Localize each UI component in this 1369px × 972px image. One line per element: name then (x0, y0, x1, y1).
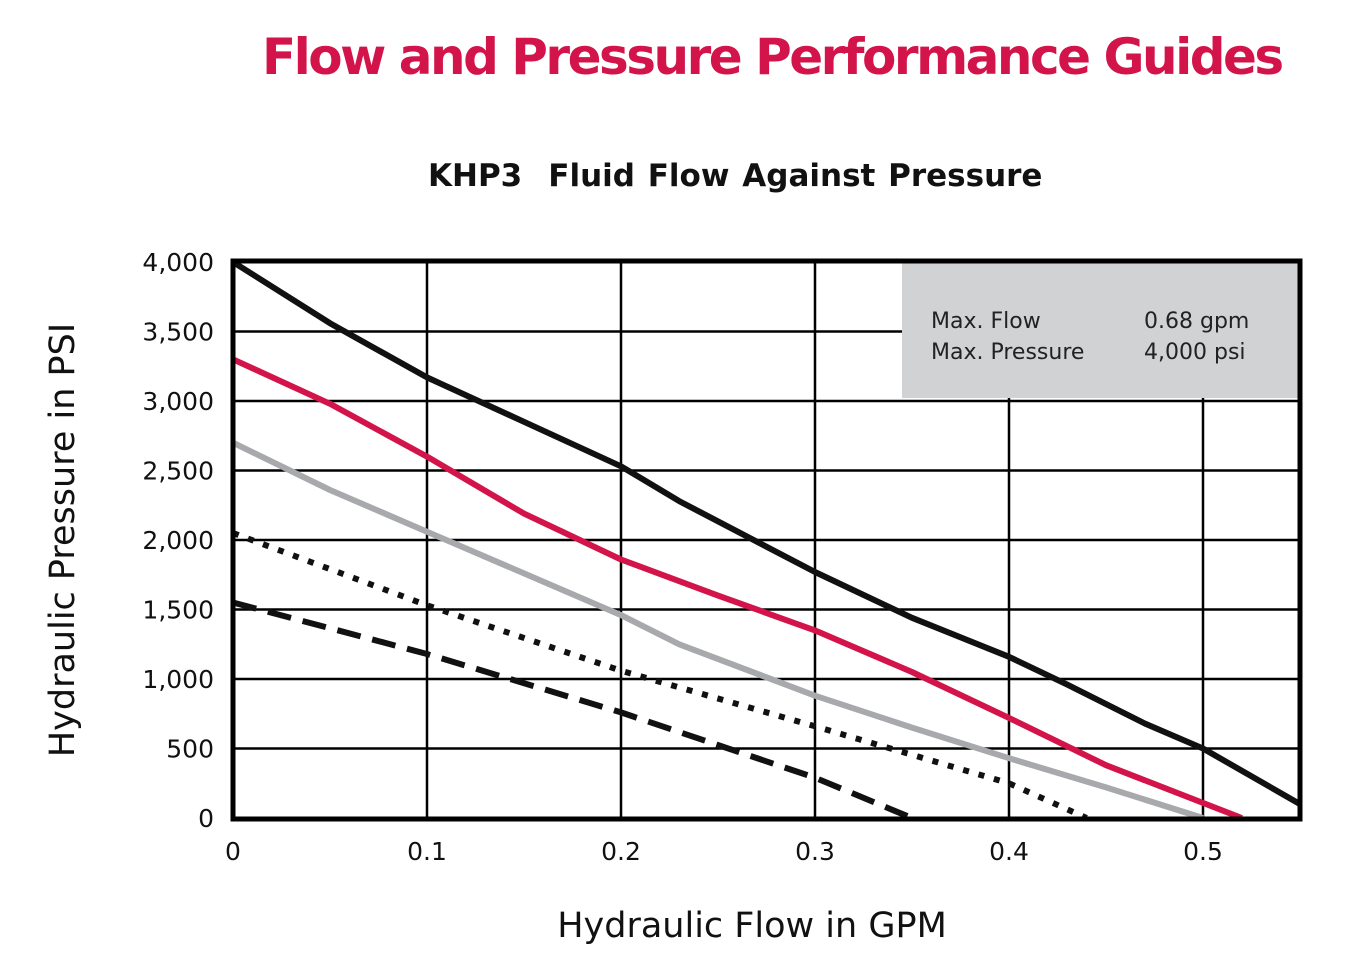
series-line-5-dashed (232, 599, 914, 821)
plot-frame (230, 258, 1303, 822)
chart-title-text: Fluid Flow Against Pressure (548, 158, 1043, 194)
info-max-flow-value: 0.68 gpm (1144, 309, 1249, 334)
series-lines (231, 259, 1302, 821)
y-tick-label: 1,000 (142, 665, 214, 694)
series-line-4-dotted (231, 530, 1088, 821)
series-line-1-solid (231, 259, 1302, 807)
y-tick-label: 2,000 (142, 526, 214, 555)
x-tick-label: 0.4 (989, 837, 1029, 866)
page-title: Flow and Pressure Performance Guides (262, 28, 1284, 86)
x-tick-label: 0 (225, 837, 241, 866)
x-axis-label: Hydraulic Flow in GPM (557, 906, 947, 946)
y-tick-label: 1,500 (142, 596, 214, 625)
x-tick-label: 0.2 (601, 837, 641, 866)
info-max-pressure-label: Max. Pressure (931, 340, 1084, 365)
x-tick-label: 0.5 (1183, 837, 1223, 866)
grid-lines (233, 262, 1300, 818)
x-tick-label: 0.1 (407, 837, 447, 866)
y-tick-label: 2,500 (142, 457, 214, 486)
info-box: Max. Flow 0.68 gpm Max. Pressure 4,000 p… (902, 262, 1299, 398)
chart-title-model: KHP3 (428, 158, 523, 194)
info-max-pressure-value: 4,000 psi (1144, 340, 1246, 365)
y-tick-label: 0 (198, 804, 214, 833)
x-tick-label: 0.3 (795, 837, 835, 866)
tick-labels: 0 0.1 0.2 0.3 0.4 0.5 0 500 1,000 1,500 2,000 2,500… (142, 248, 1222, 866)
series-line-2-solid (231, 356, 1243, 821)
series-line-3-solid (231, 440, 1204, 821)
y-tick-label: 3,000 (142, 387, 214, 416)
chart-title: KHP3 Fluid Flow Against Pressure (428, 158, 1042, 194)
y-axis-label: Hydraulic Pressure in PSI (43, 323, 83, 757)
info-max-flow-label: Max. Flow (931, 309, 1041, 334)
y-tick-label: 3,500 (142, 318, 214, 347)
y-tick-label: 4,000 (142, 248, 214, 277)
y-tick-label: 500 (166, 735, 214, 764)
info-box-background (902, 262, 1299, 398)
